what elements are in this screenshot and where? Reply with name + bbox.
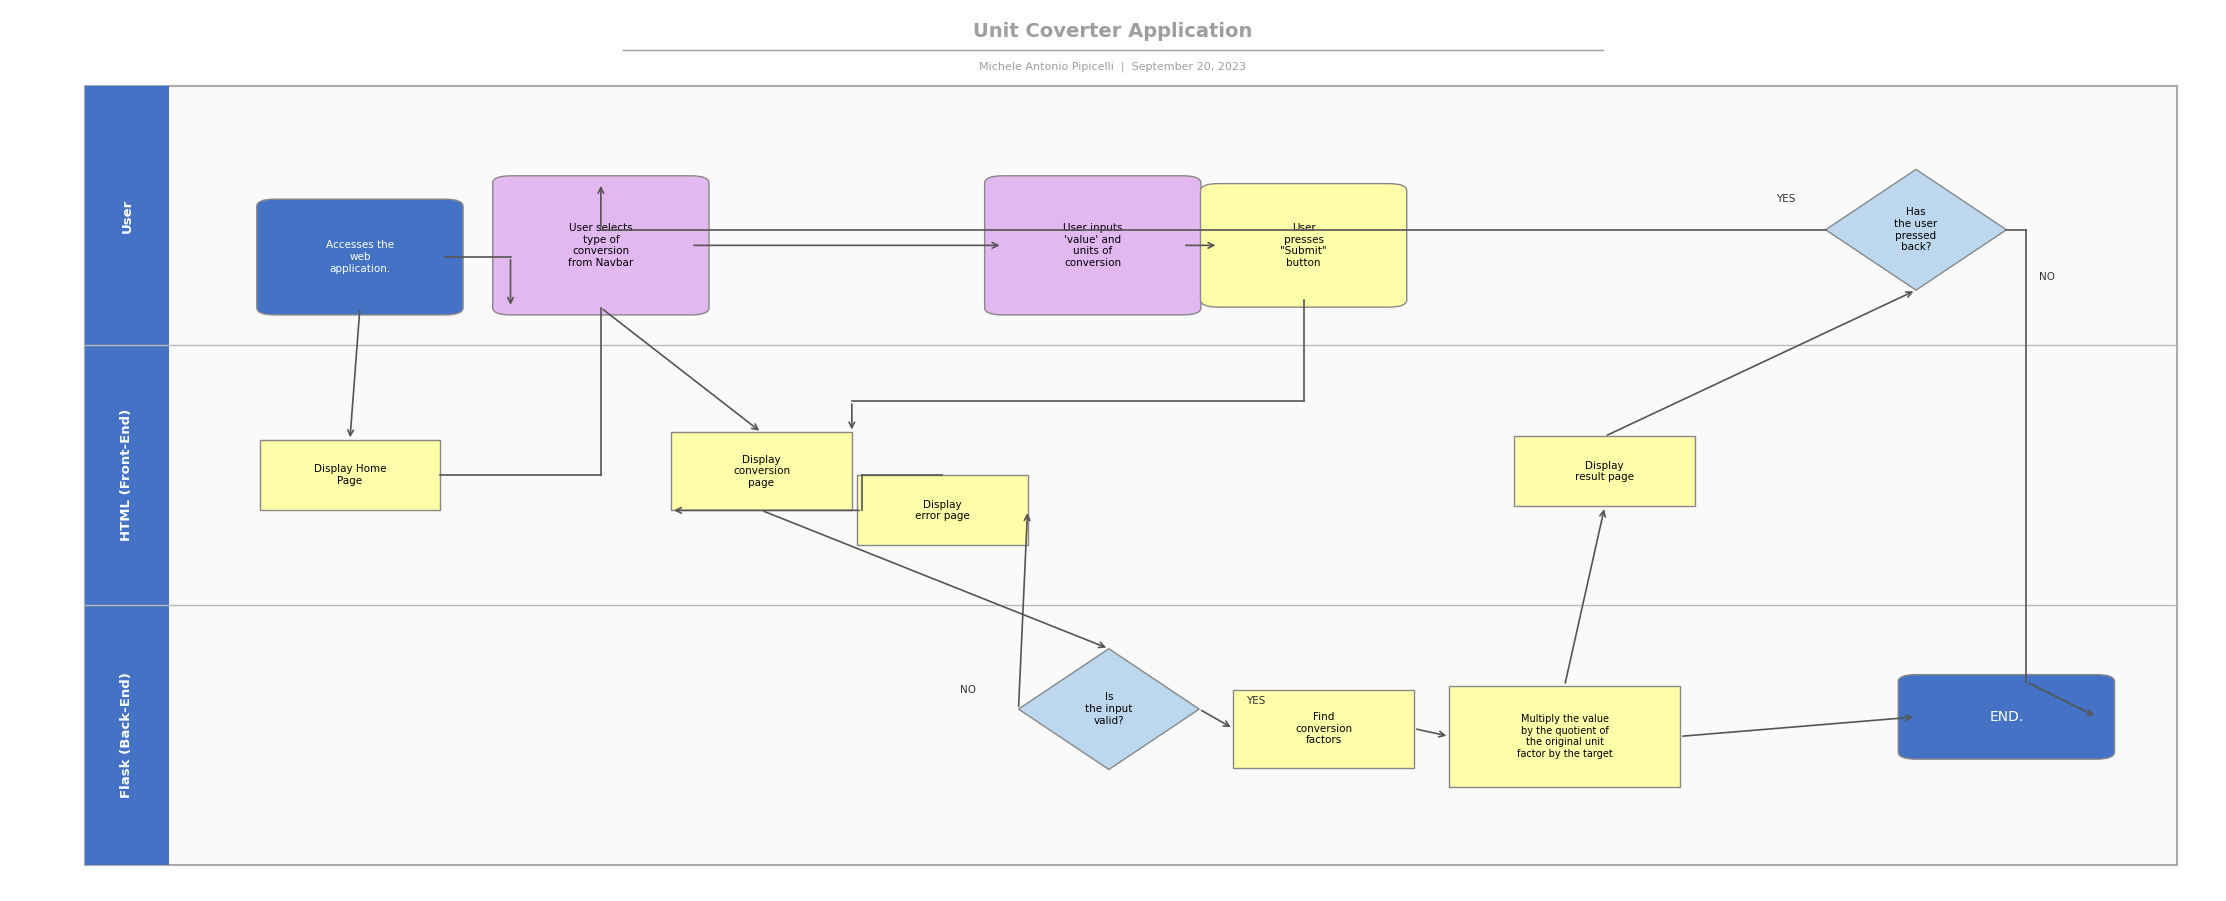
Text: NO: NO xyxy=(959,685,977,695)
FancyBboxPatch shape xyxy=(1514,436,1696,506)
Polygon shape xyxy=(1020,649,1200,769)
Text: HTML (Front-End): HTML (Front-End) xyxy=(120,409,134,542)
Text: User selects
type of
conversion
from Navbar: User selects type of conversion from Nav… xyxy=(568,223,634,268)
Text: NO: NO xyxy=(2039,271,2055,281)
Text: Multiply the value
by the quotient of
the original unit
factor by the target: Multiply the value by the quotient of th… xyxy=(1516,714,1612,759)
Text: Flask (Back-End): Flask (Back-End) xyxy=(120,672,134,798)
FancyBboxPatch shape xyxy=(85,345,169,605)
Text: Has
the user
pressed
back?: Has the user pressed back? xyxy=(1894,207,1937,252)
Text: User inputs
'value' and
units of
conversion: User inputs 'value' and units of convers… xyxy=(1064,223,1122,268)
FancyBboxPatch shape xyxy=(85,86,169,345)
FancyBboxPatch shape xyxy=(984,176,1202,315)
Text: YES: YES xyxy=(1247,696,1264,706)
FancyBboxPatch shape xyxy=(1200,184,1407,307)
FancyBboxPatch shape xyxy=(260,441,441,510)
FancyBboxPatch shape xyxy=(1899,675,2115,760)
FancyBboxPatch shape xyxy=(857,476,1028,545)
Polygon shape xyxy=(1825,169,2006,290)
FancyBboxPatch shape xyxy=(492,176,710,315)
FancyBboxPatch shape xyxy=(1233,689,1414,768)
Text: YES: YES xyxy=(1776,194,1794,204)
Text: User: User xyxy=(120,198,134,232)
FancyBboxPatch shape xyxy=(1449,686,1681,787)
Text: Display
result page: Display result page xyxy=(1576,460,1634,482)
FancyBboxPatch shape xyxy=(672,432,853,510)
Text: Unit Coverter Application: Unit Coverter Application xyxy=(973,22,1253,41)
Text: END.: END. xyxy=(1990,710,2023,724)
Text: Display
error page: Display error page xyxy=(915,499,971,521)
FancyBboxPatch shape xyxy=(85,86,2177,865)
Text: Michele Antonio Pipicelli  |  September 20, 2023: Michele Antonio Pipicelli | September 20… xyxy=(979,61,1247,72)
Text: Find
conversion
factors: Find conversion factors xyxy=(1296,712,1351,745)
FancyBboxPatch shape xyxy=(256,199,463,315)
Text: Accesses the
web
application.: Accesses the web application. xyxy=(325,241,394,274)
FancyBboxPatch shape xyxy=(85,605,169,865)
Text: Display Home
Page: Display Home Page xyxy=(314,465,385,486)
Text: Display
conversion
page: Display conversion page xyxy=(732,455,790,488)
Text: Is
the input
valid?: Is the input valid? xyxy=(1084,693,1133,725)
Text: User
presses
"Submit"
button: User presses "Submit" button xyxy=(1280,223,1327,268)
